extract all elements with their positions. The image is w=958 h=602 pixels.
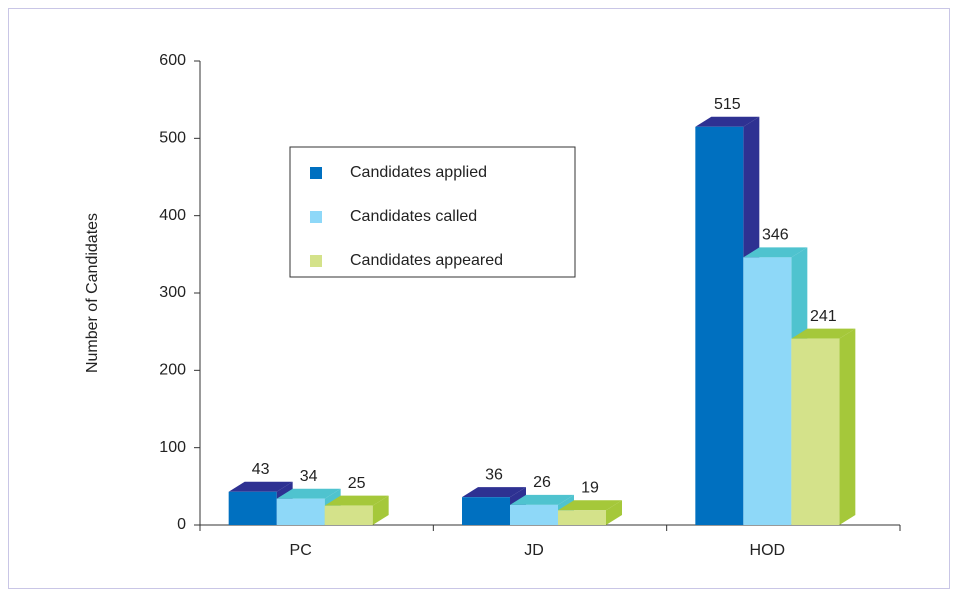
bar-side [839, 328, 856, 525]
value-label: 36 [485, 466, 503, 483]
value-label: 515 [714, 96, 741, 113]
y-axis-label: Number of Candidates [84, 213, 101, 373]
bar [791, 328, 856, 525]
bar-front [558, 510, 606, 525]
y-tick-label: 300 [159, 284, 186, 301]
y-tick-label: 600 [159, 52, 186, 69]
bar-top [276, 488, 341, 499]
legend-box [289, 146, 576, 278]
legend-label: Candidates appeared [350, 252, 503, 269]
value-label: 34 [300, 468, 318, 485]
x-tick-label: HOD [750, 542, 786, 559]
value-label: 26 [533, 474, 551, 491]
value-label: 241 [810, 308, 837, 325]
x-tick-label: JD [524, 542, 544, 559]
bar-top [743, 247, 808, 258]
bar [558, 500, 622, 525]
bar [324, 495, 389, 525]
bar-front [510, 504, 558, 525]
bar-top [324, 495, 389, 506]
bar-front [791, 338, 840, 525]
bar-top [791, 328, 856, 339]
bar [462, 487, 526, 525]
y-tick-label: 0 [177, 516, 186, 533]
bar-front [462, 497, 510, 525]
bar-top [462, 487, 526, 498]
y-tick-label: 500 [159, 130, 186, 147]
legend-label: Candidates applied [350, 164, 487, 181]
legend-swatch [310, 255, 322, 267]
y-tick-label: 400 [159, 207, 186, 224]
value-label: 346 [762, 227, 789, 244]
bar-side [606, 500, 622, 525]
x-tick-label: PC [290, 542, 312, 559]
value-label: 19 [581, 480, 599, 497]
bar-front [228, 491, 277, 525]
bar-front [695, 126, 744, 525]
y-tick-label: 200 [159, 362, 186, 379]
bar-front [276, 498, 325, 525]
y-tick-label: 100 [159, 439, 186, 456]
legend-swatch [310, 211, 322, 223]
value-label: 43 [252, 461, 270, 478]
bar-front [324, 505, 373, 525]
legend-label: Candidates called [350, 208, 477, 225]
value-label: 25 [348, 475, 366, 492]
bar-side [372, 495, 389, 525]
bar-top [510, 494, 574, 505]
legend-swatch [310, 167, 322, 179]
bar-top [695, 116, 760, 127]
bar-front [743, 257, 792, 525]
bar-top [228, 481, 293, 492]
bar-top [558, 500, 622, 511]
